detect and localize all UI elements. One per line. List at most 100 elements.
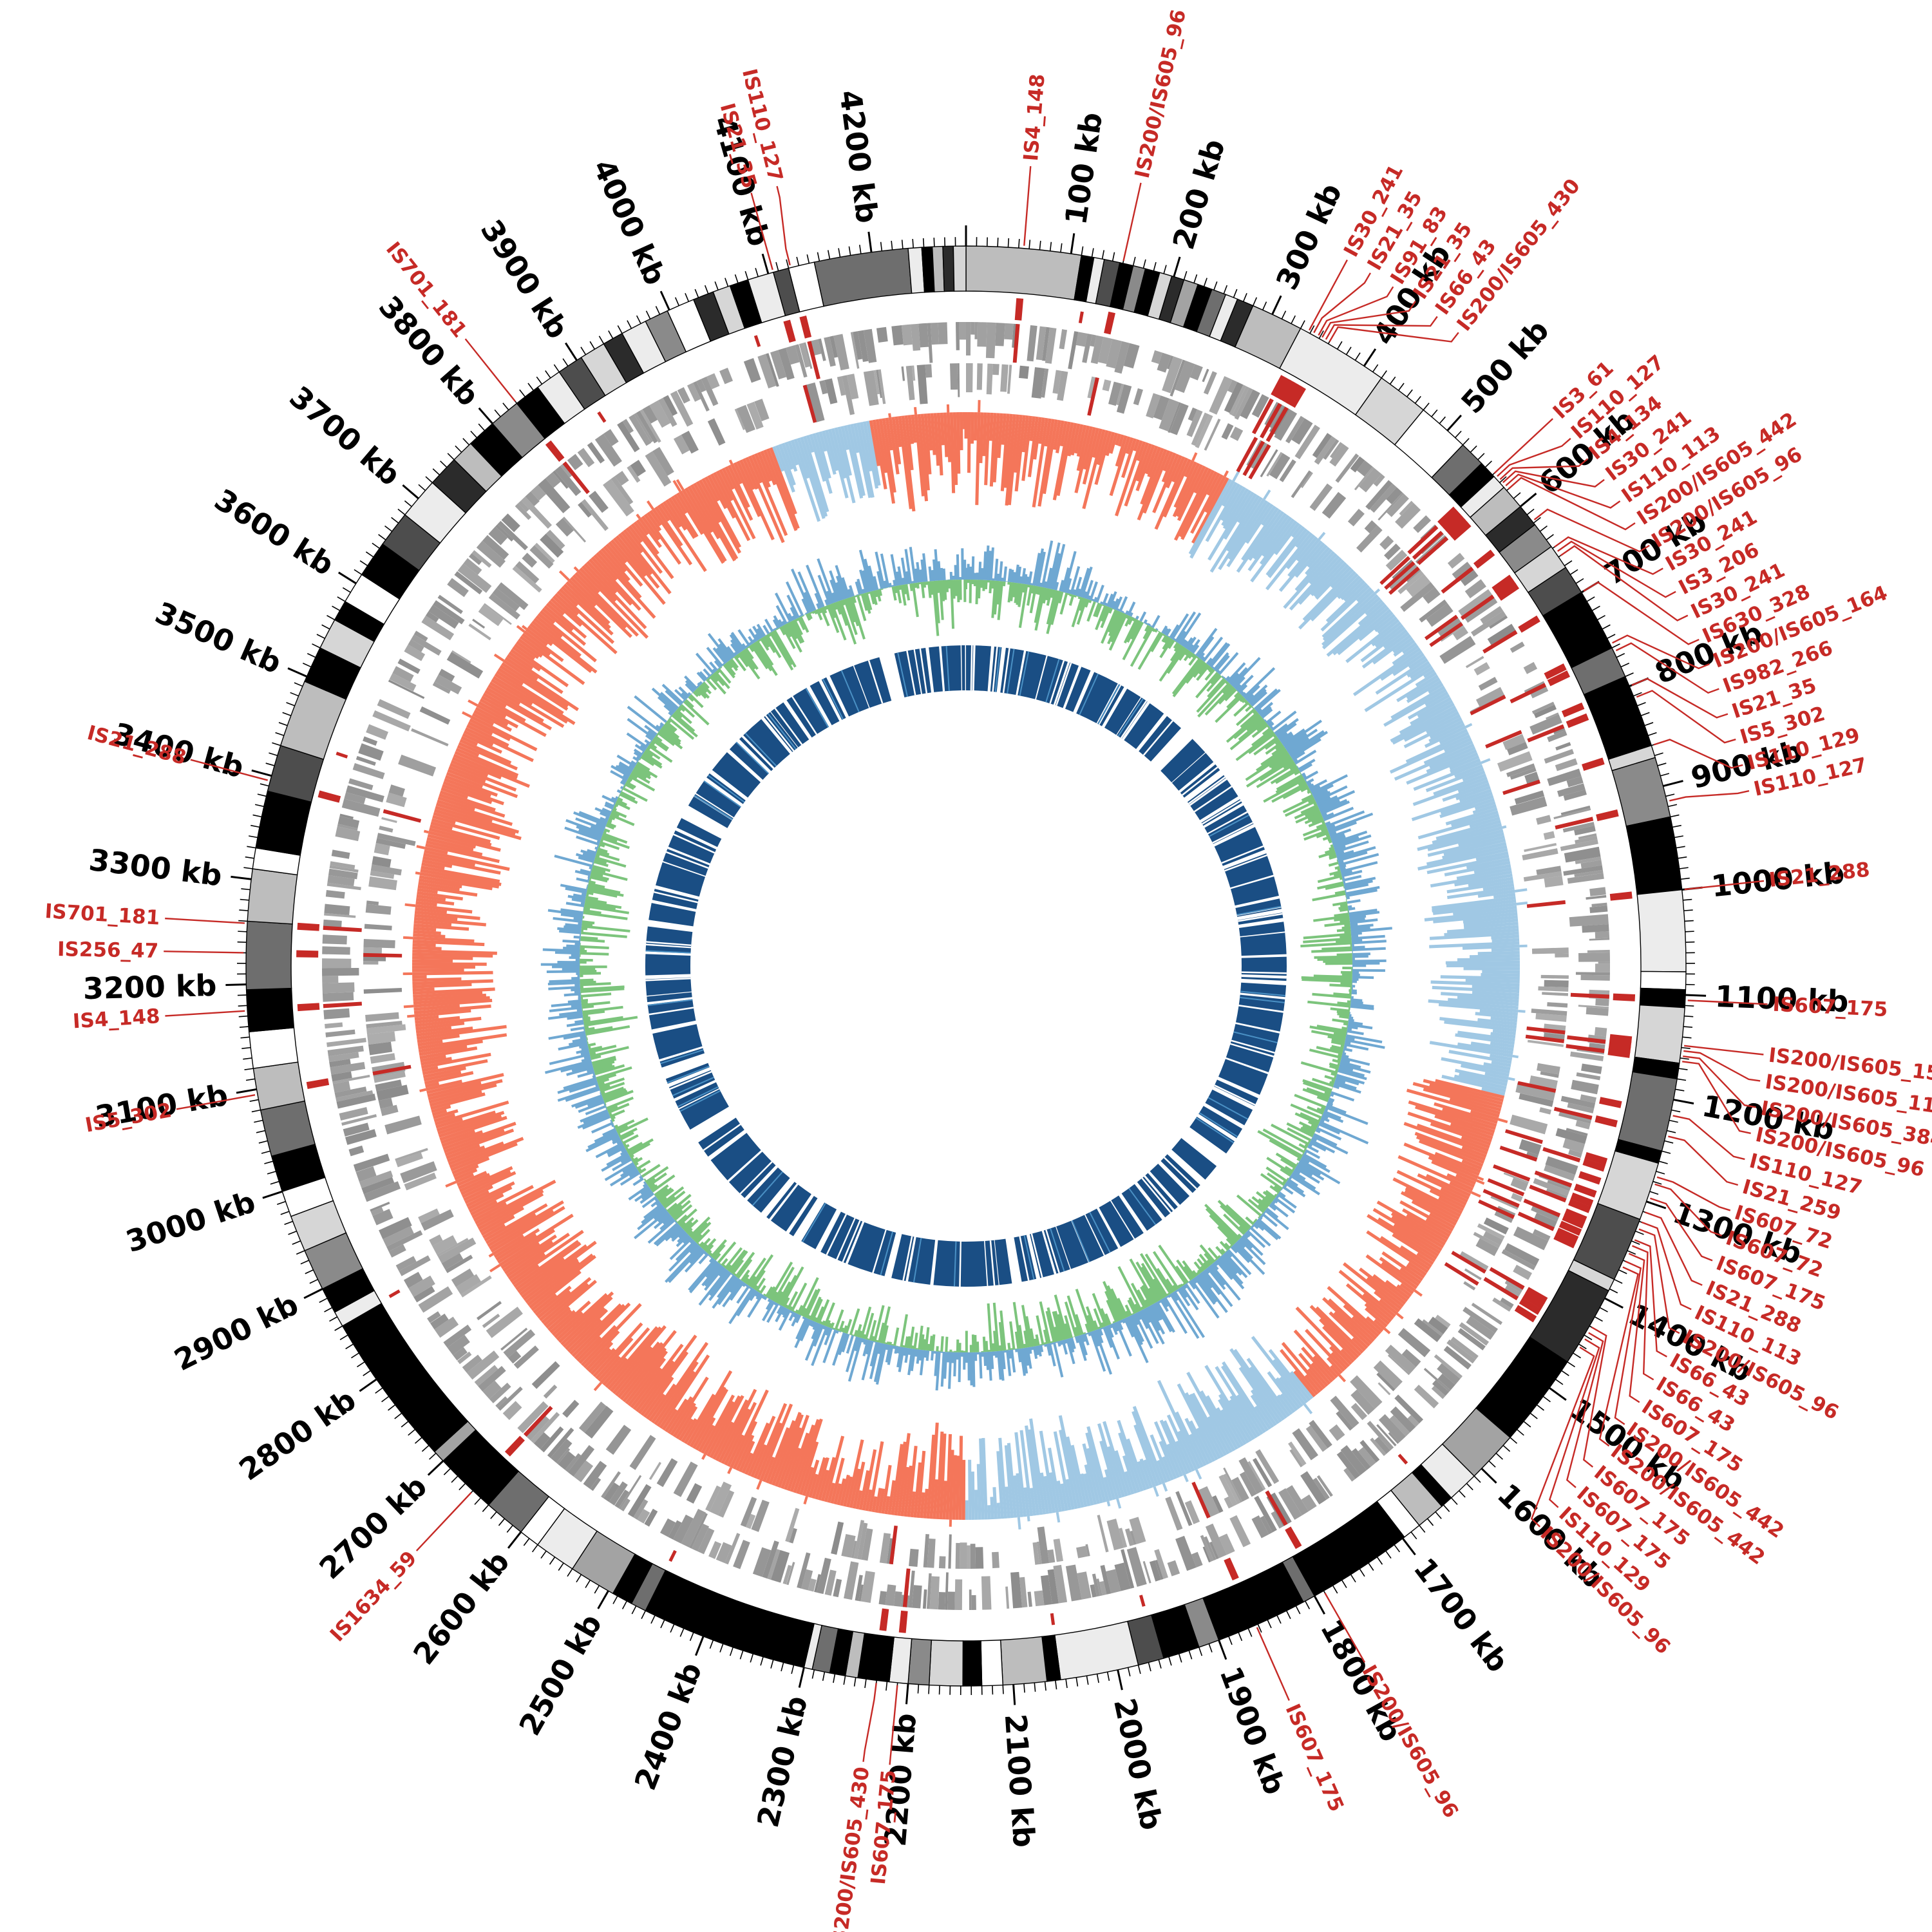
track-bar <box>1100 1308 1110 1326</box>
track-bar <box>1429 931 1519 940</box>
is-mark-extra <box>1139 1595 1146 1607</box>
track-bar <box>1416 1123 1489 1152</box>
track-bar <box>1262 301 1267 310</box>
track-bar <box>544 605 574 632</box>
track-bar <box>1481 758 1491 764</box>
gene-bar-rev <box>455 1274 481 1295</box>
track-bar <box>825 1327 831 1336</box>
gene-bar-fwd <box>1126 1547 1147 1587</box>
track-bar <box>384 526 393 532</box>
track-bar <box>563 1033 586 1040</box>
track-bar <box>1274 739 1281 746</box>
gene-bar-rev <box>1515 1082 1556 1101</box>
track-bar <box>1175 611 1197 643</box>
track-bar <box>484 690 553 731</box>
gene-bar-fwd <box>567 453 583 471</box>
track-bar <box>989 412 994 441</box>
track-bar <box>1340 1349 1355 1363</box>
track-bar <box>665 690 683 706</box>
gene-bar-rev <box>831 1521 844 1555</box>
track-bar <box>1027 416 1039 477</box>
track-bar <box>719 1643 724 1653</box>
track-bar <box>575 853 595 861</box>
track-bar <box>1059 1429 1078 1510</box>
track-bar <box>708 1271 732 1302</box>
gene-bar-fwd <box>332 1081 351 1093</box>
track-bar <box>1302 1125 1316 1133</box>
track-bar <box>604 803 614 810</box>
track-bar <box>888 417 900 475</box>
gene-bar-is <box>1265 1490 1288 1526</box>
track-bar <box>1343 1022 1349 1026</box>
gene-bar-rev <box>1510 1177 1528 1191</box>
track-bar <box>762 625 770 635</box>
track-bar <box>1161 625 1168 634</box>
track-bar <box>800 1307 807 1317</box>
track-bar <box>994 1351 998 1358</box>
track-bar <box>252 814 262 818</box>
track-bar <box>882 1325 889 1344</box>
gene-bar-rev <box>853 1520 865 1559</box>
track-bar <box>577 1113 610 1129</box>
track-bar <box>1412 776 1488 806</box>
gene-bar-is <box>1470 694 1506 715</box>
track-bar <box>1417 697 1452 718</box>
gene-bar-rev <box>1378 1382 1391 1396</box>
track-bar <box>1314 785 1348 803</box>
track-bar <box>805 688 829 728</box>
track-bar <box>900 557 908 585</box>
track-bar <box>1112 1321 1116 1323</box>
track-bar <box>1001 577 1004 582</box>
track-bar <box>1240 711 1259 728</box>
gene-bar-fwd <box>386 1230 423 1252</box>
track-bar <box>756 1422 782 1480</box>
track-bar <box>489 681 565 728</box>
track-bar <box>567 999 582 1003</box>
track-bar <box>1359 1568 1365 1577</box>
track-bar <box>704 476 720 502</box>
gene-bar-fwd <box>1437 1373 1455 1390</box>
gene-bar-fwd <box>833 334 849 371</box>
track-bar <box>830 603 847 641</box>
track-bar <box>329 1316 338 1322</box>
coverage-block <box>675 1082 719 1108</box>
track-bar <box>557 927 582 933</box>
track-bar <box>848 589 853 598</box>
track-bar <box>1332 606 1390 656</box>
track-bar <box>1148 1662 1151 1672</box>
track-bar <box>1085 1432 1107 1503</box>
gene-bar-rev <box>503 1329 536 1358</box>
coverage-block <box>1104 688 1141 735</box>
track-bar <box>413 998 493 1008</box>
track-bar <box>1561 1370 1569 1376</box>
gene-bar-fwd <box>633 1499 649 1520</box>
gene-bar-fwd <box>818 338 826 361</box>
track-bar <box>1285 1182 1306 1198</box>
track-bar <box>1101 250 1105 260</box>
track-bar <box>1434 1151 1481 1173</box>
track-bar <box>840 426 849 450</box>
track-bar <box>936 412 943 476</box>
track-bar <box>1342 875 1362 882</box>
coverage-block <box>1000 647 1024 696</box>
gene-bar-rev <box>1252 1457 1273 1488</box>
track-bar <box>1109 436 1131 497</box>
gene-bar-fwd <box>603 429 619 446</box>
gene-bar-rev <box>1350 1389 1375 1415</box>
track-bar <box>773 629 797 668</box>
track-bar <box>1473 1475 1481 1483</box>
track-bar <box>1023 574 1028 585</box>
track-bar <box>1274 1193 1278 1197</box>
track-bar <box>596 1073 617 1082</box>
gene-bar-rev <box>1292 1428 1319 1461</box>
track-bar <box>363 1370 371 1376</box>
track-bar <box>1111 1323 1118 1336</box>
track-bar <box>985 545 990 580</box>
track-bar <box>671 714 698 738</box>
gene-bar-fwd <box>421 615 455 641</box>
gene-bar-fwd <box>663 395 678 416</box>
track-bar <box>1303 1151 1307 1155</box>
track-bar <box>826 1320 831 1327</box>
gene-track-inner <box>363 363 1569 1569</box>
track-bar <box>855 581 862 595</box>
